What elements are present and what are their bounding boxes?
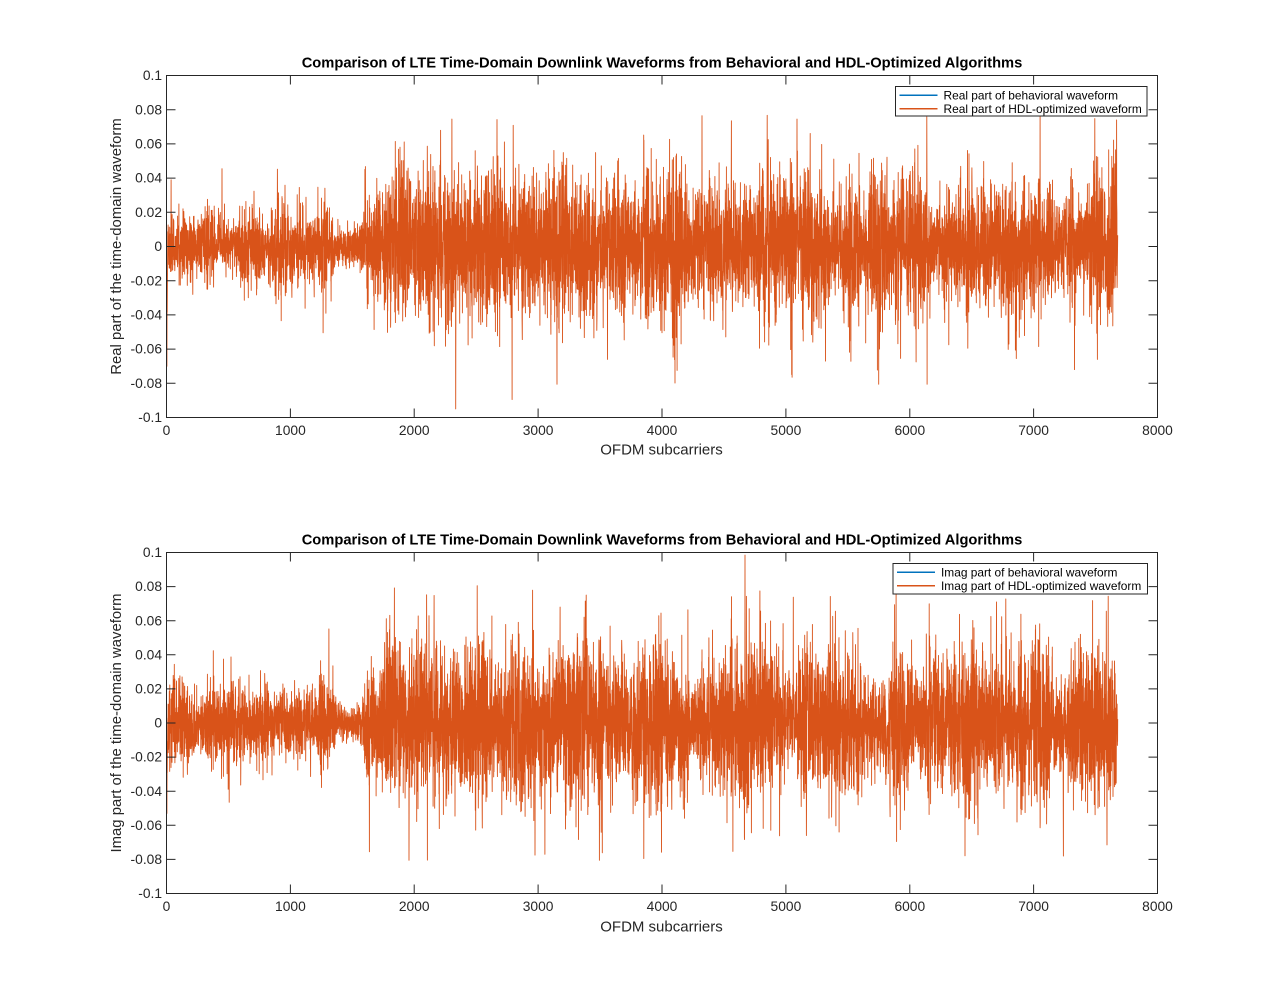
- svg-text:-0.02: -0.02: [131, 750, 162, 765]
- svg-text:4000: 4000: [647, 899, 678, 914]
- svg-text:3000: 3000: [523, 423, 554, 438]
- svg-text:0.1: 0.1: [143, 545, 162, 560]
- svg-text:OFDM subcarriers: OFDM subcarriers: [600, 919, 723, 936]
- svg-text:-0.08: -0.08: [131, 852, 163, 867]
- svg-text:0.06: 0.06: [135, 137, 162, 152]
- svg-text:0.04: 0.04: [135, 647, 162, 662]
- svg-text:6000: 6000: [894, 899, 925, 914]
- svg-text:0: 0: [163, 899, 171, 914]
- svg-text:0.02: 0.02: [135, 682, 162, 697]
- svg-text:Comparison of LTE Time-Domain: Comparison of LTE Time-Domain Downlink W…: [302, 533, 1023, 549]
- svg-text:Imag part of behavioral wavefo: Imag part of behavioral waveform: [941, 565, 1118, 579]
- svg-text:0: 0: [163, 423, 171, 438]
- svg-text:4000: 4000: [647, 423, 678, 438]
- svg-text:-0.1: -0.1: [138, 410, 162, 425]
- svg-text:0: 0: [154, 239, 162, 254]
- svg-text:7000: 7000: [1018, 423, 1049, 438]
- svg-text:-0.04: -0.04: [131, 308, 163, 323]
- svg-text:3000: 3000: [523, 899, 554, 914]
- svg-text:0.08: 0.08: [135, 579, 162, 594]
- svg-text:7000: 7000: [1018, 899, 1049, 914]
- svg-text:Real part of the time-domain w: Real part of the time-domain waveform: [109, 118, 125, 375]
- svg-text:8000: 8000: [1142, 899, 1173, 914]
- svg-text:Comparison of LTE Time-Domain: Comparison of LTE Time-Domain Downlink W…: [302, 56, 1023, 72]
- svg-text:Real part of behavioral wavefo: Real part of behavioral waveform: [944, 88, 1119, 102]
- svg-text:8000: 8000: [1142, 423, 1173, 438]
- svg-text:-0.02: -0.02: [131, 273, 162, 288]
- svg-text:1000: 1000: [275, 423, 306, 438]
- svg-text:OFDM subcarriers: OFDM subcarriers: [600, 442, 723, 459]
- svg-text:-0.08: -0.08: [131, 376, 163, 391]
- svg-text:0.04: 0.04: [135, 171, 162, 186]
- svg-text:-0.1: -0.1: [138, 886, 162, 901]
- svg-text:0.06: 0.06: [135, 613, 162, 628]
- svg-text:0: 0: [154, 716, 162, 731]
- svg-text:-0.06: -0.06: [131, 342, 163, 357]
- svg-text:1000: 1000: [275, 899, 306, 914]
- svg-text:2000: 2000: [399, 899, 430, 914]
- svg-text:6000: 6000: [894, 423, 925, 438]
- svg-text:0.1: 0.1: [143, 68, 162, 83]
- svg-text:0.08: 0.08: [135, 102, 162, 117]
- svg-text:5000: 5000: [771, 899, 802, 914]
- svg-text:5000: 5000: [771, 423, 802, 438]
- svg-text:Real part of HDL-optimized wav: Real part of HDL-optimized waveform: [944, 102, 1142, 116]
- svg-text:0.02: 0.02: [135, 205, 162, 220]
- svg-text:Imag part of HDL-optimized wav: Imag part of HDL-optimized waveform: [941, 579, 1141, 593]
- svg-text:-0.06: -0.06: [131, 818, 163, 833]
- svg-text:-0.04: -0.04: [131, 784, 163, 799]
- svg-text:2000: 2000: [399, 423, 430, 438]
- svg-text:Imag part of the time-domain w: Imag part of the time-domain waveform: [109, 593, 125, 852]
